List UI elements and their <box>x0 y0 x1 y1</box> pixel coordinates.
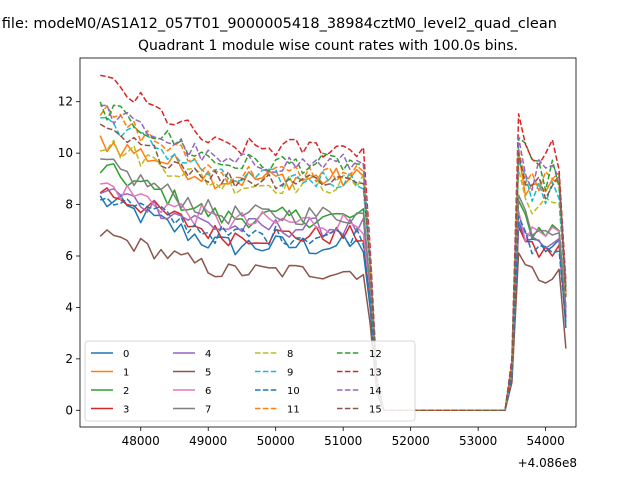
legend-label-14: 14 <box>369 386 382 397</box>
series-line-15 <box>99 123 567 412</box>
axes-spine <box>79 57 577 428</box>
legend-label-3: 3 <box>123 405 129 416</box>
y-tick-label: 4 <box>65 300 73 314</box>
legend-label-15: 15 <box>369 405 382 416</box>
legend-label-0: 0 <box>123 349 129 360</box>
legend-label-6: 6 <box>205 386 211 397</box>
legend-label-13: 13 <box>369 368 382 379</box>
x-tick-label: 52000 <box>392 434 430 448</box>
y-axis: 0 2 4 6 8 10 12 <box>58 95 80 417</box>
legend-label-2: 2 <box>123 386 129 397</box>
legend-label-10: 10 <box>287 386 300 397</box>
figure-suptitle: n file: modeM0/AS1A12_057T01_9000005418_… <box>0 16 557 32</box>
x-tick-label: 51000 <box>324 434 362 448</box>
legend-label-12: 12 <box>369 349 382 360</box>
y-tick-label: 6 <box>65 249 73 263</box>
x-tick-label: 49000 <box>189 434 227 448</box>
plot-area <box>99 74 567 412</box>
y-tick-label: 10 <box>58 146 73 160</box>
series-line-8 <box>100 139 567 412</box>
chart-title: Quadrant 1 module wise count rates with … <box>138 38 518 54</box>
legend-box <box>84 340 416 422</box>
x-tick-label: 53000 <box>459 434 497 448</box>
legend-label-9: 9 <box>287 368 293 379</box>
legend-label-1: 1 <box>123 368 129 379</box>
legend-label-4: 4 <box>205 349 211 360</box>
x-tick-label: 54000 <box>527 434 565 448</box>
axes-frame <box>79 57 577 428</box>
x-axis: 48000 49000 50000 51000 52000 53000 54000 <box>122 427 565 448</box>
legend-label-7: 7 <box>205 405 211 416</box>
legend-label-11: 11 <box>287 405 300 416</box>
legend-label-8: 8 <box>287 349 293 360</box>
x-tick-label: 50000 <box>257 434 295 448</box>
y-tick-label: 0 <box>65 403 73 417</box>
legend-label-5: 5 <box>205 368 211 379</box>
series-line-12 <box>99 101 567 412</box>
x-offset-label: +4.086e8 <box>518 456 577 470</box>
y-tick-label: 12 <box>58 95 73 109</box>
x-tick-label: 48000 <box>122 434 160 448</box>
y-tick-label: 2 <box>65 352 73 366</box>
y-tick-label: 8 <box>65 198 73 212</box>
